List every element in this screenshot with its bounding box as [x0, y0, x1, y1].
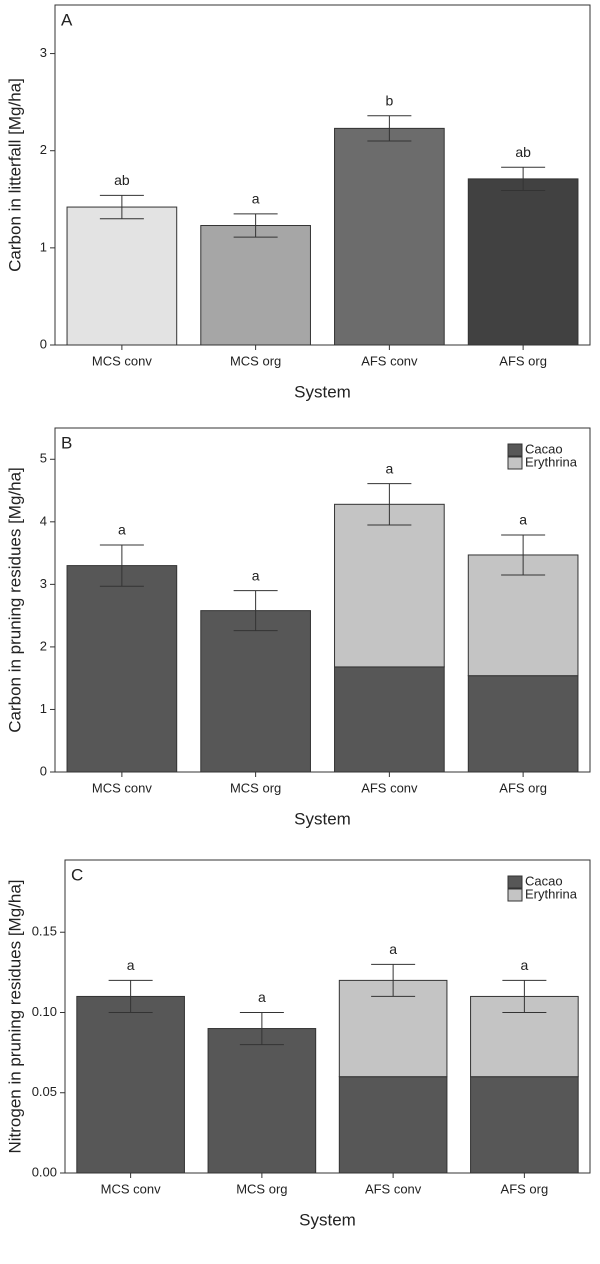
- significance-letter: a: [252, 191, 260, 207]
- y-tick-label: 0.15: [32, 924, 57, 939]
- x-axis-label: System: [299, 1210, 356, 1229]
- x-tick-label: MCS conv: [101, 1181, 161, 1196]
- error-bar: [501, 534, 546, 576]
- x-tick-label: AFS conv: [361, 780, 418, 795]
- significance-letter: a: [389, 941, 397, 957]
- significance-letter: b: [385, 92, 393, 108]
- x-tick-label: AFS org: [499, 780, 547, 795]
- y-tick-label: 0.00: [32, 1164, 57, 1179]
- bar: [467, 178, 579, 346]
- y-tick-label: 3: [40, 576, 47, 591]
- bar: [470, 1076, 579, 1174]
- bar: [207, 1028, 317, 1174]
- y-tick-label: 2: [40, 638, 47, 653]
- x-tick-label: MCS org: [230, 780, 281, 795]
- significance-letter: a: [252, 567, 260, 583]
- bar: [338, 1076, 448, 1174]
- error-bar: [108, 979, 153, 1013]
- y-tick-label: 0: [40, 336, 47, 351]
- legend-label: Cacao: [525, 441, 563, 456]
- x-tick-label: AFS conv: [361, 353, 418, 368]
- x-tick-label: AFS org: [499, 353, 547, 368]
- x-tick-label: AFS conv: [365, 1181, 422, 1196]
- panel-label: A: [61, 10, 73, 29]
- error-bar: [371, 963, 416, 997]
- error-bar: [239, 1011, 284, 1046]
- bar: [334, 127, 445, 346]
- legend-swatch: [507, 443, 523, 457]
- legend-label: Erythrina: [525, 454, 578, 469]
- x-tick-label: MCS org: [230, 353, 281, 368]
- legend-swatch: [507, 456, 523, 470]
- y-axis-label: Carbon in litterfall [Mg/ha]: [5, 78, 24, 272]
- error-bar: [501, 166, 546, 192]
- legend-label: Erythrina: [525, 886, 578, 901]
- plot-frame: [54, 427, 591, 773]
- y-tick-label: 3: [40, 45, 47, 60]
- error-bar: [502, 979, 547, 1013]
- y-tick-label: 2: [40, 142, 47, 157]
- bar: [334, 503, 445, 668]
- significance-letter: a: [127, 957, 135, 973]
- significance-letter: a: [258, 989, 266, 1005]
- error-bar: [367, 115, 412, 142]
- panel-label: C: [71, 865, 83, 884]
- panel-label: B: [61, 433, 72, 452]
- bar: [200, 610, 311, 773]
- y-tick-label: 1: [40, 701, 47, 716]
- x-tick-label: MCS org: [236, 1181, 287, 1196]
- significance-letter: a: [519, 512, 527, 528]
- error-bar: [99, 544, 144, 587]
- y-tick-label: 4: [40, 513, 47, 528]
- error-bar: [99, 194, 144, 220]
- significance-letter: a: [118, 522, 126, 538]
- x-tick-label: MCS conv: [92, 780, 152, 795]
- bar: [467, 675, 579, 773]
- y-tick-label: 5: [40, 451, 47, 466]
- y-tick-label: 0.05: [32, 1084, 57, 1099]
- plot-frame: [54, 4, 591, 346]
- error-bar: [367, 483, 412, 526]
- significance-letter: a: [385, 460, 393, 476]
- significance-letter: ab: [114, 172, 130, 188]
- plot-frame: [64, 859, 591, 1174]
- legend-label: Cacao: [525, 873, 563, 888]
- y-axis-label: Carbon in pruning residues [Mg/ha]: [5, 467, 24, 733]
- y-tick-label: 0.10: [32, 1004, 57, 1019]
- error-bar: [233, 590, 278, 632]
- bar: [76, 995, 185, 1174]
- x-axis-label: System: [294, 809, 351, 828]
- bar: [66, 565, 178, 773]
- x-tick-label: MCS conv: [92, 353, 152, 368]
- bar: [66, 206, 178, 346]
- bar: [334, 666, 445, 773]
- legend-swatch: [507, 875, 523, 889]
- y-axis-label: Nitrogen in pruning residues [Mg/ha]: [5, 879, 24, 1153]
- y-tick-label: 0: [40, 763, 47, 778]
- y-tick-label: 1: [40, 239, 47, 254]
- legend-swatch: [507, 888, 523, 902]
- error-bar: [233, 213, 278, 238]
- significance-letter: ab: [515, 144, 531, 160]
- significance-letter: a: [520, 957, 528, 973]
- x-tick-label: AFS org: [501, 1181, 549, 1196]
- bar: [200, 225, 311, 346]
- x-axis-label: System: [294, 382, 351, 401]
